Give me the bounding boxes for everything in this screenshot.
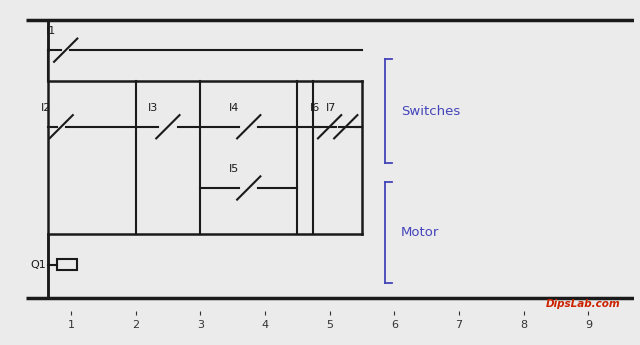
Text: DipsLab.com: DipsLab.com xyxy=(546,299,621,309)
Text: I3: I3 xyxy=(148,103,158,113)
Text: I7: I7 xyxy=(326,103,336,113)
Text: Switches: Switches xyxy=(401,105,460,118)
Text: I1: I1 xyxy=(45,26,56,36)
Text: I6: I6 xyxy=(310,103,320,113)
Text: Motor: Motor xyxy=(401,226,439,239)
Text: I5: I5 xyxy=(228,164,239,174)
Text: I4: I4 xyxy=(228,103,239,113)
Bar xyxy=(57,259,77,270)
Text: Q1: Q1 xyxy=(31,259,46,269)
Text: I2: I2 xyxy=(41,103,51,113)
